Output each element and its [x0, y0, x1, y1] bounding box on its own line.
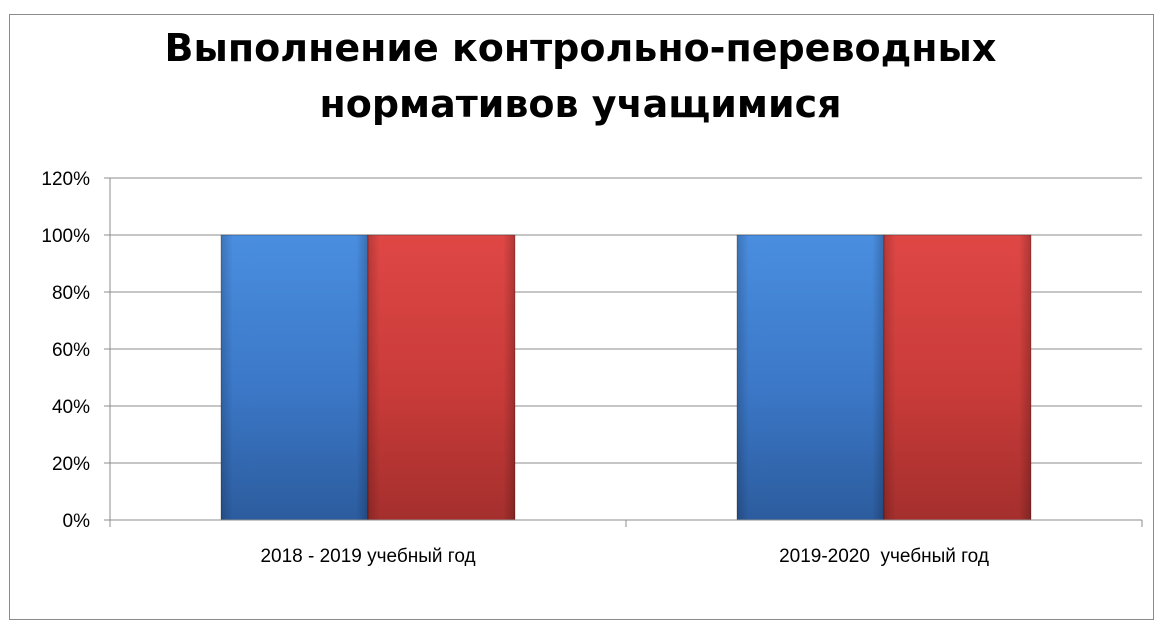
y-tick-label: 120% [41, 169, 90, 190]
y-tick-label: 100% [41, 226, 90, 247]
y-tick-label: 80% [52, 283, 90, 304]
y-tick-label: 40% [52, 397, 90, 418]
bar-shade [221, 235, 368, 520]
bar-shade [737, 235, 884, 520]
bar-shade [368, 235, 515, 520]
y-tick-label: 0% [63, 511, 91, 532]
y-tick-label: 60% [52, 340, 90, 361]
y-tick-label: 20% [52, 454, 90, 475]
x-category-label: 2018 - 2019 учебный год [260, 546, 475, 567]
bar-shade [884, 235, 1031, 520]
chart-title-line-2: нормативов учащимися [319, 82, 842, 126]
chart-title-line-1: Выполнение контрольно-переводных [164, 26, 997, 70]
x-category-label: 2019-2020 учебный год [779, 546, 989, 567]
chart-title: Выполнение контрольно-переводных нормати… [0, 20, 1161, 132]
